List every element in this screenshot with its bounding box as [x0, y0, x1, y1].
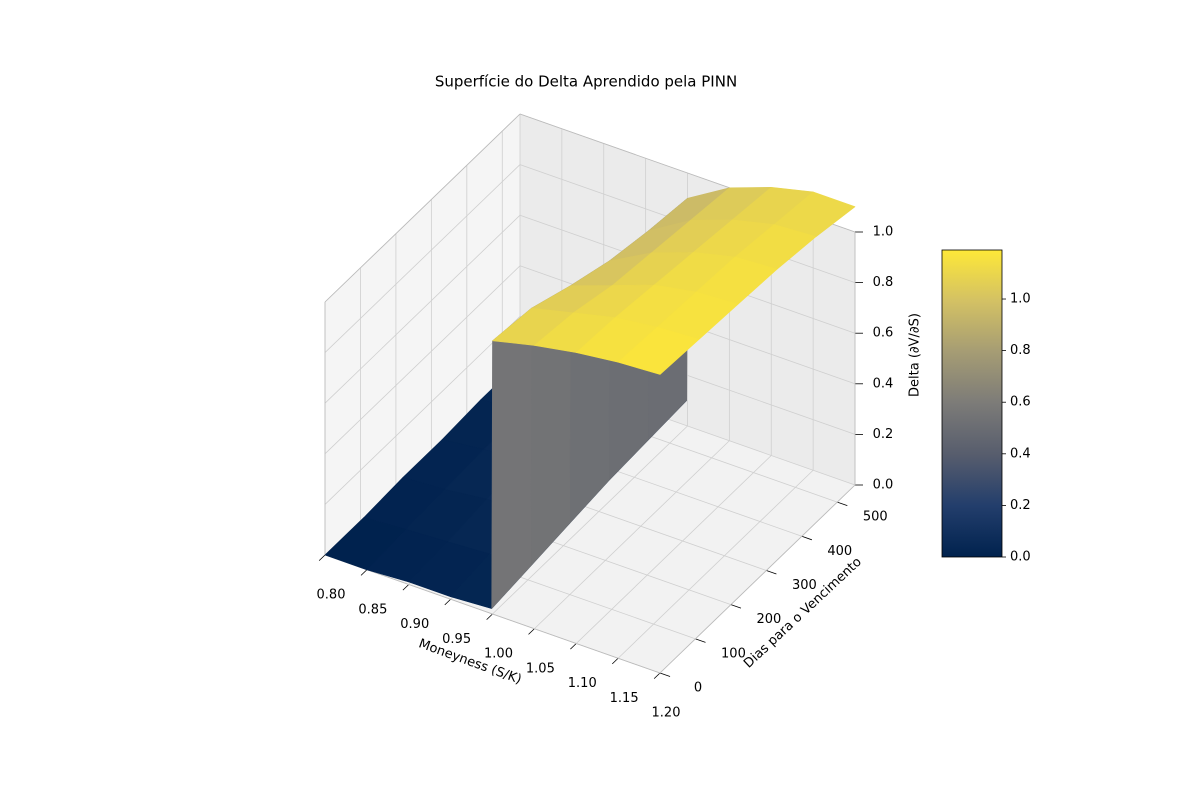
- y-tick: [801, 535, 813, 541]
- grid-line: [534, 440, 730, 630]
- colorbar: [941, 249, 1003, 558]
- z-tick-label: 1.0: [873, 225, 894, 240]
- x-tick-label: 1.05: [526, 661, 555, 676]
- z-tick-label: 0.4: [873, 376, 894, 391]
- grid-line: [575, 455, 772, 644]
- y-tick: [730, 604, 742, 609]
- y-tick: [659, 672, 671, 677]
- x-tick-label: 1.15: [610, 691, 639, 706]
- z-tick-label: 0.8: [873, 275, 894, 290]
- chart-title: Superfície do Delta Aprendido pela PINN: [435, 73, 737, 91]
- left-pane: [325, 114, 520, 555]
- x-tick: [402, 584, 410, 591]
- x-tick-label: 1.10: [568, 676, 597, 691]
- z-axis-label: Delta (∂V/∂S): [908, 313, 923, 397]
- grid-line: [324, 316, 521, 505]
- y-tick-label: 0: [694, 681, 702, 696]
- x-tick-label: 0.90: [400, 617, 429, 632]
- y-tick: [837, 501, 848, 507]
- z-tick-label: 0.0: [873, 478, 894, 493]
- x-tick-label: 1.00: [484, 647, 513, 662]
- y-tick-label: 300: [792, 578, 817, 593]
- y-tick-label: 500: [863, 510, 888, 525]
- x-tick: [570, 643, 577, 650]
- x-tick: [360, 569, 368, 576]
- y-tick-label: 100: [721, 646, 746, 661]
- colorbar-tick-label: 0.8: [1010, 343, 1031, 358]
- axis-edge: [324, 554, 661, 674]
- colorbar-tick-label: 0.4: [1010, 446, 1031, 461]
- x-tick-label: 1.20: [652, 706, 681, 721]
- colorbar-tick-label: 0.2: [1010, 498, 1031, 513]
- y-tick: [766, 570, 777, 575]
- x-tick: [486, 613, 493, 620]
- grid-line: [617, 469, 814, 659]
- x-tick: [318, 554, 326, 561]
- surface-face: [491, 307, 532, 609]
- surface-face: [617, 326, 700, 375]
- x-tick: [611, 657, 619, 665]
- axis-edge: [659, 484, 856, 674]
- y-tick-label: 400: [827, 544, 852, 559]
- y-tick: [695, 638, 706, 643]
- colorbar-tick-label: 0.6: [1010, 395, 1031, 410]
- z-tick-label: 0.6: [873, 326, 894, 341]
- grid-line: [492, 425, 688, 615]
- grid-line: [324, 265, 521, 455]
- x-tick-label: 0.95: [442, 632, 471, 647]
- x-tick-label: 0.80: [317, 588, 346, 603]
- colorbar-tick-label: 1.0: [1010, 292, 1031, 307]
- x-tick: [653, 672, 661, 679]
- grid-line: [324, 164, 521, 353]
- x-tick-label: 0.85: [358, 602, 387, 617]
- axis-edge: [324, 113, 521, 303]
- grid-line: [324, 214, 521, 404]
- colorbar-tick-label: 0.0: [1010, 550, 1031, 565]
- x-tick: [444, 598, 451, 606]
- z-tick-label: 0.2: [873, 427, 894, 442]
- x-tick: [528, 628, 535, 635]
- y-tick-label: 200: [756, 612, 781, 627]
